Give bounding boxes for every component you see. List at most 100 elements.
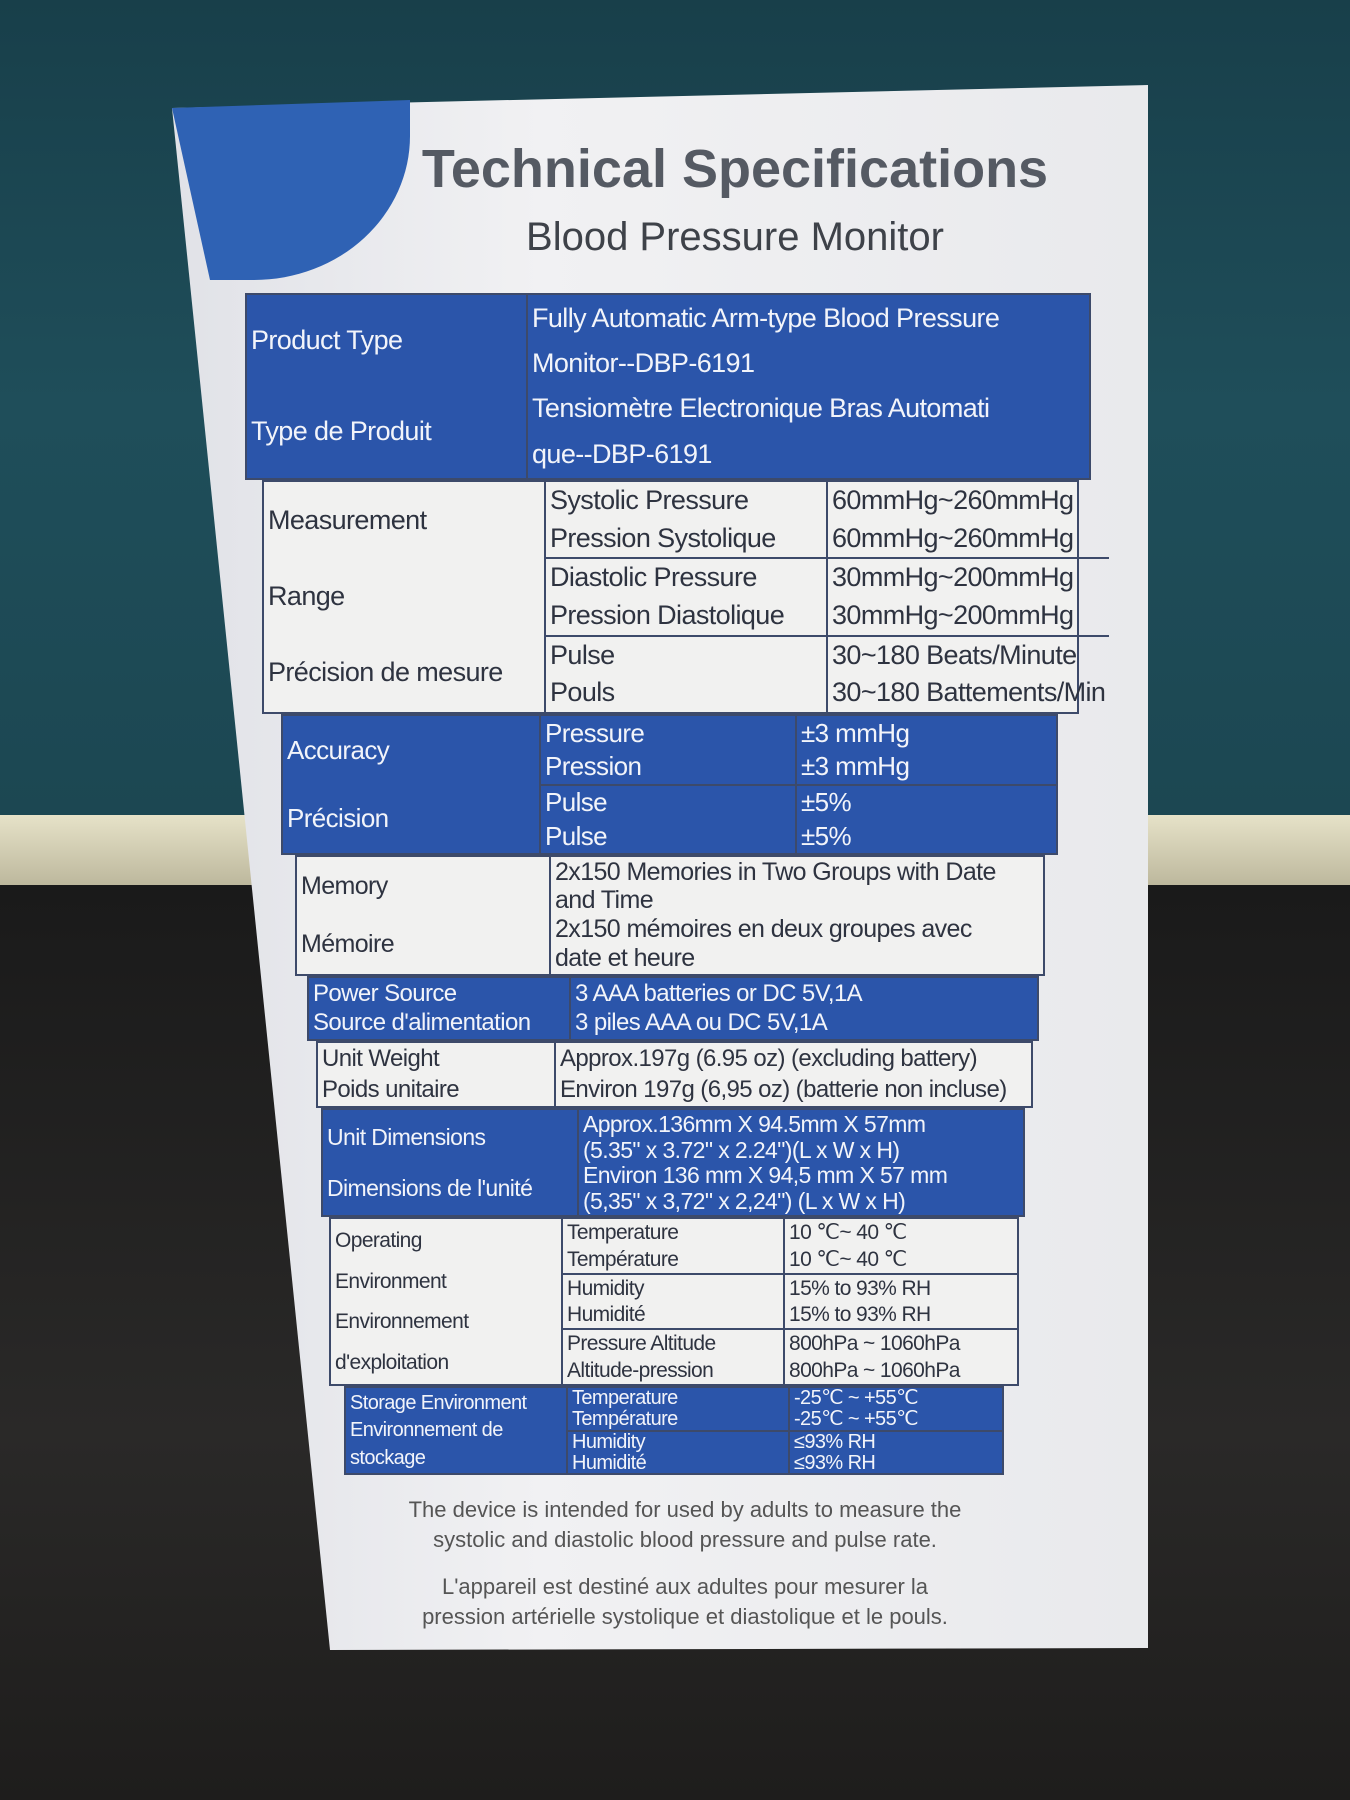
spec-subrow: Humidity Humidité ≤93% RH ≤93% RH: [568, 1430, 1002, 1474]
spec-row-unit-dimensions: Unit Dimensions Dimensions de l'unité Appr…: [321, 1108, 1025, 1217]
label-line: Unit Dimensions: [327, 1123, 486, 1150]
value-line: Tensiomètre Electronique Bras Automati: [532, 393, 990, 424]
sub-value: ±3 mmHg ±3 mmHg: [797, 716, 1056, 784]
value-line: (5.35" x 3.72" x 2.24")(L x W x H): [583, 1136, 900, 1163]
page-subtitle: Blood Pressure Monitor: [526, 215, 944, 259]
sub-name: Pressure Pression: [541, 716, 797, 784]
spec-value: Approx.136mm X 94.5mm X 57mm (5.35" x 3.7…: [579, 1110, 1023, 1215]
spec-label: Storage Environment Environnement de stock…: [346, 1388, 568, 1473]
value-line: Environ 136 mm X 94,5 mm X 57 mm: [583, 1162, 948, 1189]
value-line: 30~180 Battements/Min: [832, 677, 1106, 708]
spec-label: Accuracy Précision: [283, 716, 541, 853]
name-line: Temperature: [572, 1387, 678, 1410]
value-line: Approx.136mm X 94.5mm X 57mm: [583, 1110, 926, 1137]
sub-name: Systolic Pressure Pression Systolique: [546, 482, 828, 558]
name-line: Humidity: [572, 1430, 646, 1453]
spec-value: 2x150 Memories in Two Groups with Date an…: [551, 857, 1043, 974]
spec-value: 3 AAA batteries or DC 5V,1A 3 piles AAA o…: [571, 978, 1037, 1039]
spec-label: Unit Dimensions Dimensions de l'unité: [323, 1110, 579, 1215]
page-title: Technical Specifications: [421, 139, 1049, 199]
note-english: The device is intended for used by adult…: [340, 1495, 1030, 1555]
name-line: Pression: [545, 751, 642, 782]
spec-subrow: Pulse Pulse ±5% ±5%: [541, 785, 1056, 854]
label-line: Storage Environment: [350, 1391, 527, 1414]
spec-subrow: Pulse Pouls 30~180 Beats/Minute 30~180 Batt…: [546, 636, 1109, 712]
value-line: 800hPa ~ 1060hPa: [789, 1359, 960, 1383]
label-line: Précision: [287, 802, 389, 833]
sub-value: -25℃ ~ +55℃ -25℃ ~ +55℃: [790, 1388, 1002, 1430]
sub-name: Pressure Altitude Altitude-pression: [563, 1330, 785, 1385]
spec-row-operating-environment: Operating Environment Environnement d'explo…: [329, 1217, 1019, 1386]
spec-row-unit-weight: Unit Weight Poids unitaire Approx.197g (6.…: [316, 1041, 1033, 1108]
sub-name: Humidity Humidité: [563, 1274, 785, 1329]
spec-row-power-source: Power Source Source d'alimentation 3 AAA b…: [307, 976, 1039, 1041]
label-line: stockage: [350, 1447, 426, 1470]
label-line: Précision de mesure: [268, 657, 503, 688]
value-line: Environ 197g (6,95 oz) (batterie non inc…: [560, 1075, 1007, 1103]
value-line: 3 piles AAA ou DC 5V,1A: [575, 1009, 828, 1037]
label-line: Poids unitaire: [322, 1075, 460, 1103]
value-line: ≤93% RH: [794, 1451, 876, 1474]
name-line: Pression Diastolique: [550, 599, 785, 630]
spec-row-measurement-range: Measurement Range Précision de mesure Systo…: [262, 480, 1110, 714]
value-line: Approx.197g (6.95 oz) (excluding battery…: [560, 1045, 978, 1073]
spec-row-memory: Memory Mémoire 2x150 Memories in Two Group…: [295, 855, 1045, 976]
value-line: 15% to 93% RH: [789, 1303, 931, 1327]
value-line: Monitor--DBP-6191: [532, 348, 755, 379]
sub-value: ±5% ±5%: [797, 786, 1056, 854]
name-line: Humidité: [567, 1303, 646, 1327]
value-line: 2x150 mémoires en deux groupes avec: [555, 915, 972, 944]
label-line: Environment: [335, 1269, 447, 1293]
value-line: ≤93% RH: [794, 1430, 876, 1453]
name-line: Pulse: [545, 787, 608, 818]
value-line: 30mmHg~200mmHg: [832, 599, 1074, 630]
value-line: ±3 mmHg: [801, 717, 910, 748]
sub-value: 10 ℃~ 40 ℃ 10 ℃~ 40 ℃: [785, 1219, 1017, 1273]
label-line: Environnement de: [350, 1419, 503, 1442]
spec-label: Memory Mémoire: [297, 857, 551, 974]
sub-value: ≤93% RH ≤93% RH: [790, 1432, 1002, 1474]
sub-name: Temperature Température: [563, 1219, 785, 1273]
spec-subrows: Pressure Pression ±3 mmHg ±3 mmHg Pulse Pulse…: [541, 716, 1056, 853]
value-line: 30~180 Beats/Minute: [832, 639, 1077, 670]
sub-name: Temperature Température: [568, 1388, 790, 1430]
label-line: Power Source: [313, 979, 457, 1007]
label-line: Product Type: [251, 325, 403, 356]
spec-row-product-type: Product Type Type de Produit Fully Automat…: [245, 293, 1091, 480]
sub-value: 30~180 Beats/Minute 30~180 Battements/Min: [828, 637, 1109, 712]
value-line: 15% to 93% RH: [789, 1276, 931, 1300]
spec-row-storage-environment: Storage Environment Environnement de stock…: [344, 1386, 1004, 1475]
name-line: Humidité: [572, 1451, 647, 1474]
label-line: Accuracy: [287, 735, 390, 766]
value-line: ±5%: [801, 787, 852, 818]
spec-subrow: Pressure Altitude Altitude-pression 800hPa…: [563, 1330, 1017, 1385]
note-line: systolic and diastolic blood pressure an…: [433, 1527, 937, 1552]
label-line: Measurement: [268, 505, 427, 536]
sub-name: Pulse Pouls: [546, 636, 828, 712]
name-line: Pressure Altitude: [567, 1332, 716, 1356]
sub-value: 15% to 93% RH 15% to 93% RH: [785, 1275, 1017, 1329]
value-line: ±5%: [801, 820, 852, 851]
value-line: 800hPa ~ 1060hPa: [789, 1332, 960, 1356]
value-line: -25℃ ~ +55℃: [794, 1387, 919, 1410]
name-line: Pouls: [550, 677, 615, 708]
value-line: date et heure: [555, 943, 695, 972]
value-line: Fully Automatic Arm-type Blood Pressure: [532, 302, 1000, 333]
spec-subrow: Temperature Température 10 ℃~ 40 ℃ 10 ℃~ 40…: [563, 1219, 1017, 1275]
spec-label: Power Source Source d'alimentation: [309, 978, 571, 1039]
label-line: Environnement: [335, 1310, 469, 1334]
value-line: 2x150 Memories in Two Groups with Date: [555, 857, 996, 886]
sub-value: 800hPa ~ 1060hPa 800hPa ~ 1060hPa: [785, 1330, 1017, 1384]
label-line: Unit Weight: [322, 1045, 440, 1073]
spec-subrow: Diastolic Pressure Pression Diastolique 30…: [546, 559, 1110, 637]
sub-name: Diastolic Pressure Pression Diastolique: [546, 559, 828, 635]
name-line: Temperature: [567, 1220, 679, 1244]
value-line: and Time: [555, 886, 654, 915]
label-line: Type de Produit: [251, 415, 432, 446]
spec-value: Fully Automatic Arm-type Blood Pressure M…: [528, 295, 1089, 478]
name-line: Pressure: [545, 717, 645, 748]
spec-subrow: Pressure Pression ±3 mmHg ±3 mmHg: [541, 716, 1056, 786]
spec-label: Unit Weight Poids unitaire: [318, 1043, 556, 1106]
note-line: L'appareil est destiné aux adultes pour …: [441, 1574, 929, 1599]
note-line: pression artérielle systolique et diasto…: [422, 1604, 948, 1629]
